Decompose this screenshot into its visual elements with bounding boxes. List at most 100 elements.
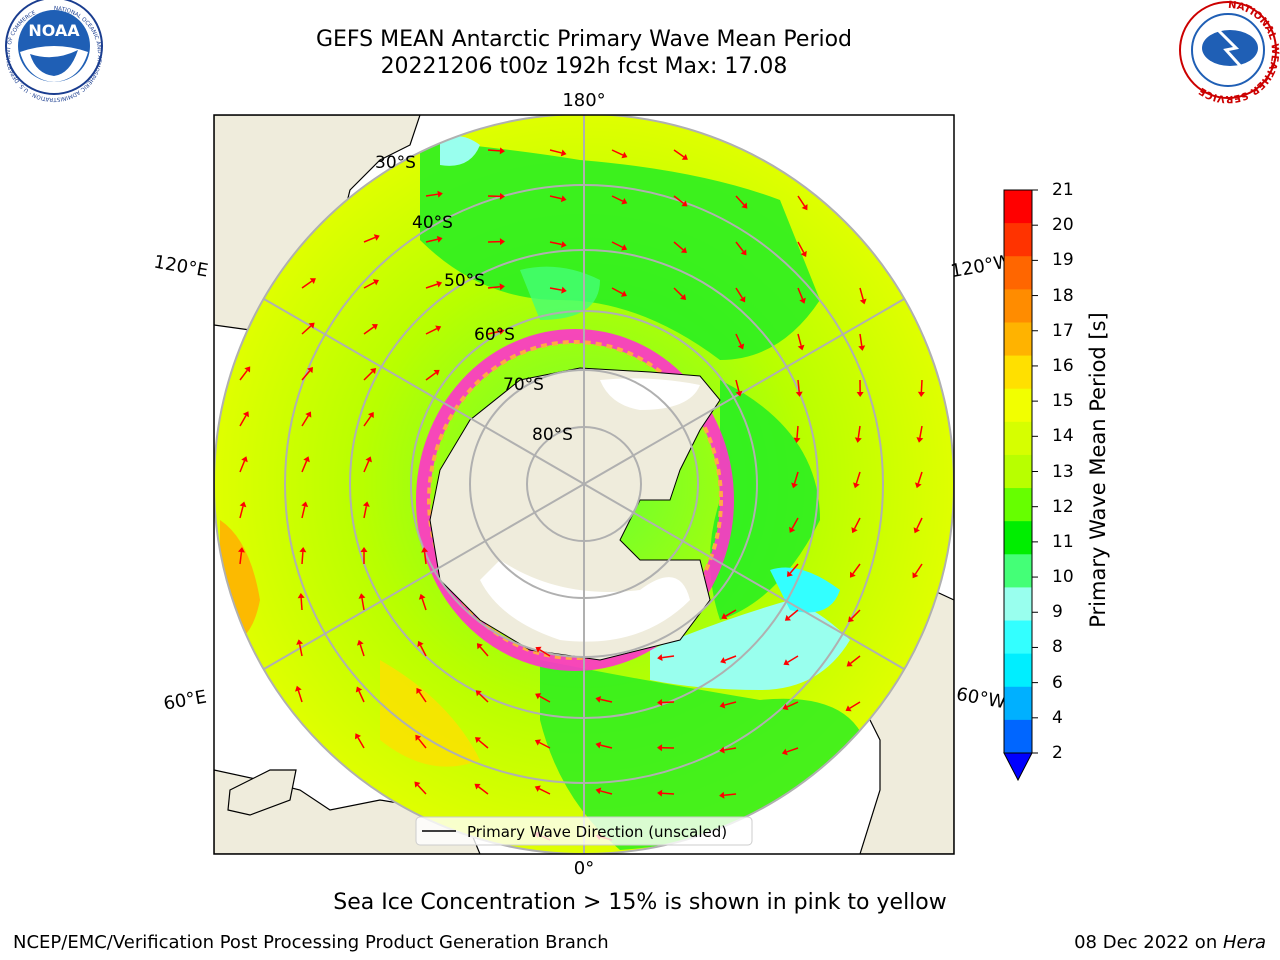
wave-arrow-head bbox=[418, 593, 426, 600]
wave-arrow bbox=[539, 741, 551, 749]
wave-arrow bbox=[673, 241, 684, 251]
wave-arrow-head bbox=[421, 547, 429, 553]
wave-arrow-head bbox=[305, 411, 312, 418]
wave-arrow bbox=[789, 563, 799, 574]
wave-arrow bbox=[425, 238, 438, 243]
wave-arrow bbox=[417, 784, 427, 795]
wave-arrow-head bbox=[308, 322, 315, 329]
wave-arrow-head bbox=[301, 501, 309, 508]
colorbar-segment bbox=[1004, 289, 1032, 323]
wave-arrow bbox=[358, 690, 365, 703]
wave-arrow bbox=[852, 563, 861, 575]
wave-arrow-head bbox=[297, 593, 305, 599]
wave-arrow-head bbox=[242, 411, 249, 418]
wave-arrow bbox=[851, 609, 861, 620]
wave-arrow-head bbox=[854, 437, 862, 443]
wave-arrow-head bbox=[309, 278, 316, 284]
colorbar-under-arrow bbox=[1003, 752, 1033, 782]
wave-arrow bbox=[487, 330, 500, 335]
colorbar-segment bbox=[1004, 355, 1032, 390]
wave-arrow bbox=[357, 737, 365, 749]
wave-arrow bbox=[301, 551, 304, 565]
wave-arrow bbox=[920, 379, 923, 393]
wave-arrow-head bbox=[475, 690, 482, 697]
lat-label: 60°S bbox=[474, 325, 515, 345]
wave-arrow-head bbox=[735, 390, 743, 397]
wave-arrow-head bbox=[499, 238, 505, 246]
wave-arrow bbox=[418, 691, 427, 703]
wave-arrow-head bbox=[789, 526, 796, 533]
noaa-logo: NOAA NATIONAL OCEANIC AND ATMOSPHERIC AD… bbox=[5, 0, 103, 102]
colorbar-segment bbox=[1004, 488, 1032, 522]
map-frame bbox=[213, 114, 955, 855]
wave-arrow bbox=[600, 698, 613, 703]
wave-arrow bbox=[363, 281, 375, 289]
wave-arrow-head bbox=[848, 616, 855, 623]
wave-arrow bbox=[725, 609, 737, 617]
colorbar-tick-label: 18 bbox=[1052, 285, 1074, 306]
lon-label: 120°E bbox=[152, 251, 210, 281]
wave-arrow bbox=[539, 695, 551, 703]
wave-arrow bbox=[797, 241, 805, 253]
wave-arrow bbox=[549, 195, 562, 200]
wave-arrow-head bbox=[476, 643, 483, 650]
wave-arrow bbox=[487, 285, 501, 289]
colorbar-segment bbox=[1004, 454, 1032, 489]
colorbar-segment bbox=[1004, 322, 1032, 357]
wave-arrow-head bbox=[561, 286, 567, 294]
outer-land bbox=[214, 115, 954, 854]
wave-arrow bbox=[425, 283, 438, 289]
colorbar-segment bbox=[1004, 686, 1032, 721]
wave-arrow-head bbox=[721, 613, 728, 620]
wave-arrow bbox=[850, 655, 861, 664]
wave-arrow-head bbox=[793, 437, 801, 443]
wave-arrow bbox=[796, 425, 799, 439]
wave-arrow-head bbox=[795, 391, 803, 397]
wave-arrow bbox=[359, 644, 365, 657]
wave-arrow-head bbox=[782, 703, 789, 711]
wave-arrow bbox=[855, 471, 861, 484]
wave-arrow-head bbox=[801, 204, 808, 211]
footer-credit: NCEP/EMC/Verification Post Processing Pr… bbox=[13, 932, 609, 953]
wave-arrow bbox=[477, 786, 489, 795]
colorbar-segment bbox=[1004, 587, 1032, 622]
wave-arrow-head bbox=[858, 345, 866, 351]
caption: Sea Ice Concentration > 15% is shown in … bbox=[333, 890, 947, 915]
sea-ice-ring bbox=[416, 329, 734, 671]
wave-arrow bbox=[787, 655, 799, 663]
colorbar-tick-label: 11 bbox=[1052, 531, 1074, 552]
colorbar-tick-label: 21 bbox=[1052, 180, 1074, 200]
colorbar-segment bbox=[1004, 653, 1032, 688]
wave-arrow-head bbox=[436, 280, 443, 288]
lon-label: 60°E bbox=[162, 686, 208, 714]
footer-date-text: 08 Dec 2022 on bbox=[1074, 932, 1223, 953]
wave-arrow bbox=[917, 471, 923, 484]
wave-arrow bbox=[363, 506, 368, 519]
wave-arrow-head bbox=[295, 685, 302, 692]
wave-arrow-head bbox=[799, 297, 806, 304]
wave-arrow-head bbox=[535, 646, 542, 653]
map-area: Primary Wave Direction (unscaled) bbox=[214, 115, 954, 854]
wave-arrow-head bbox=[356, 639, 364, 646]
wave-arrow bbox=[853, 517, 861, 530]
legend-label: Primary Wave Direction (unscaled) bbox=[467, 823, 727, 841]
wave-arrow bbox=[611, 149, 624, 156]
wave-arrow-head bbox=[681, 154, 688, 160]
wave-arrow-head bbox=[856, 391, 864, 397]
wave-arrow-head bbox=[499, 283, 505, 291]
colorbar-tick-label: 9 bbox=[1052, 602, 1063, 623]
wave-arrow-head bbox=[681, 200, 688, 207]
wave-arrow bbox=[425, 372, 437, 381]
wave-arrow bbox=[600, 790, 613, 795]
colorbar-tick-label: 10 bbox=[1052, 567, 1074, 588]
colorbar-tick-label: 14 bbox=[1052, 426, 1074, 447]
wave-arrow bbox=[361, 598, 365, 611]
wave-arrow-head bbox=[367, 412, 374, 419]
colorbar-segment bbox=[1004, 190, 1032, 224]
colorbar-tick-label: 17 bbox=[1052, 320, 1074, 341]
wave-arrow-head bbox=[740, 249, 747, 256]
wave-arrow bbox=[914, 563, 923, 575]
wave-arrow-head bbox=[498, 327, 505, 335]
wave-arrow-head bbox=[417, 640, 424, 647]
wave-arrow bbox=[919, 425, 923, 438]
